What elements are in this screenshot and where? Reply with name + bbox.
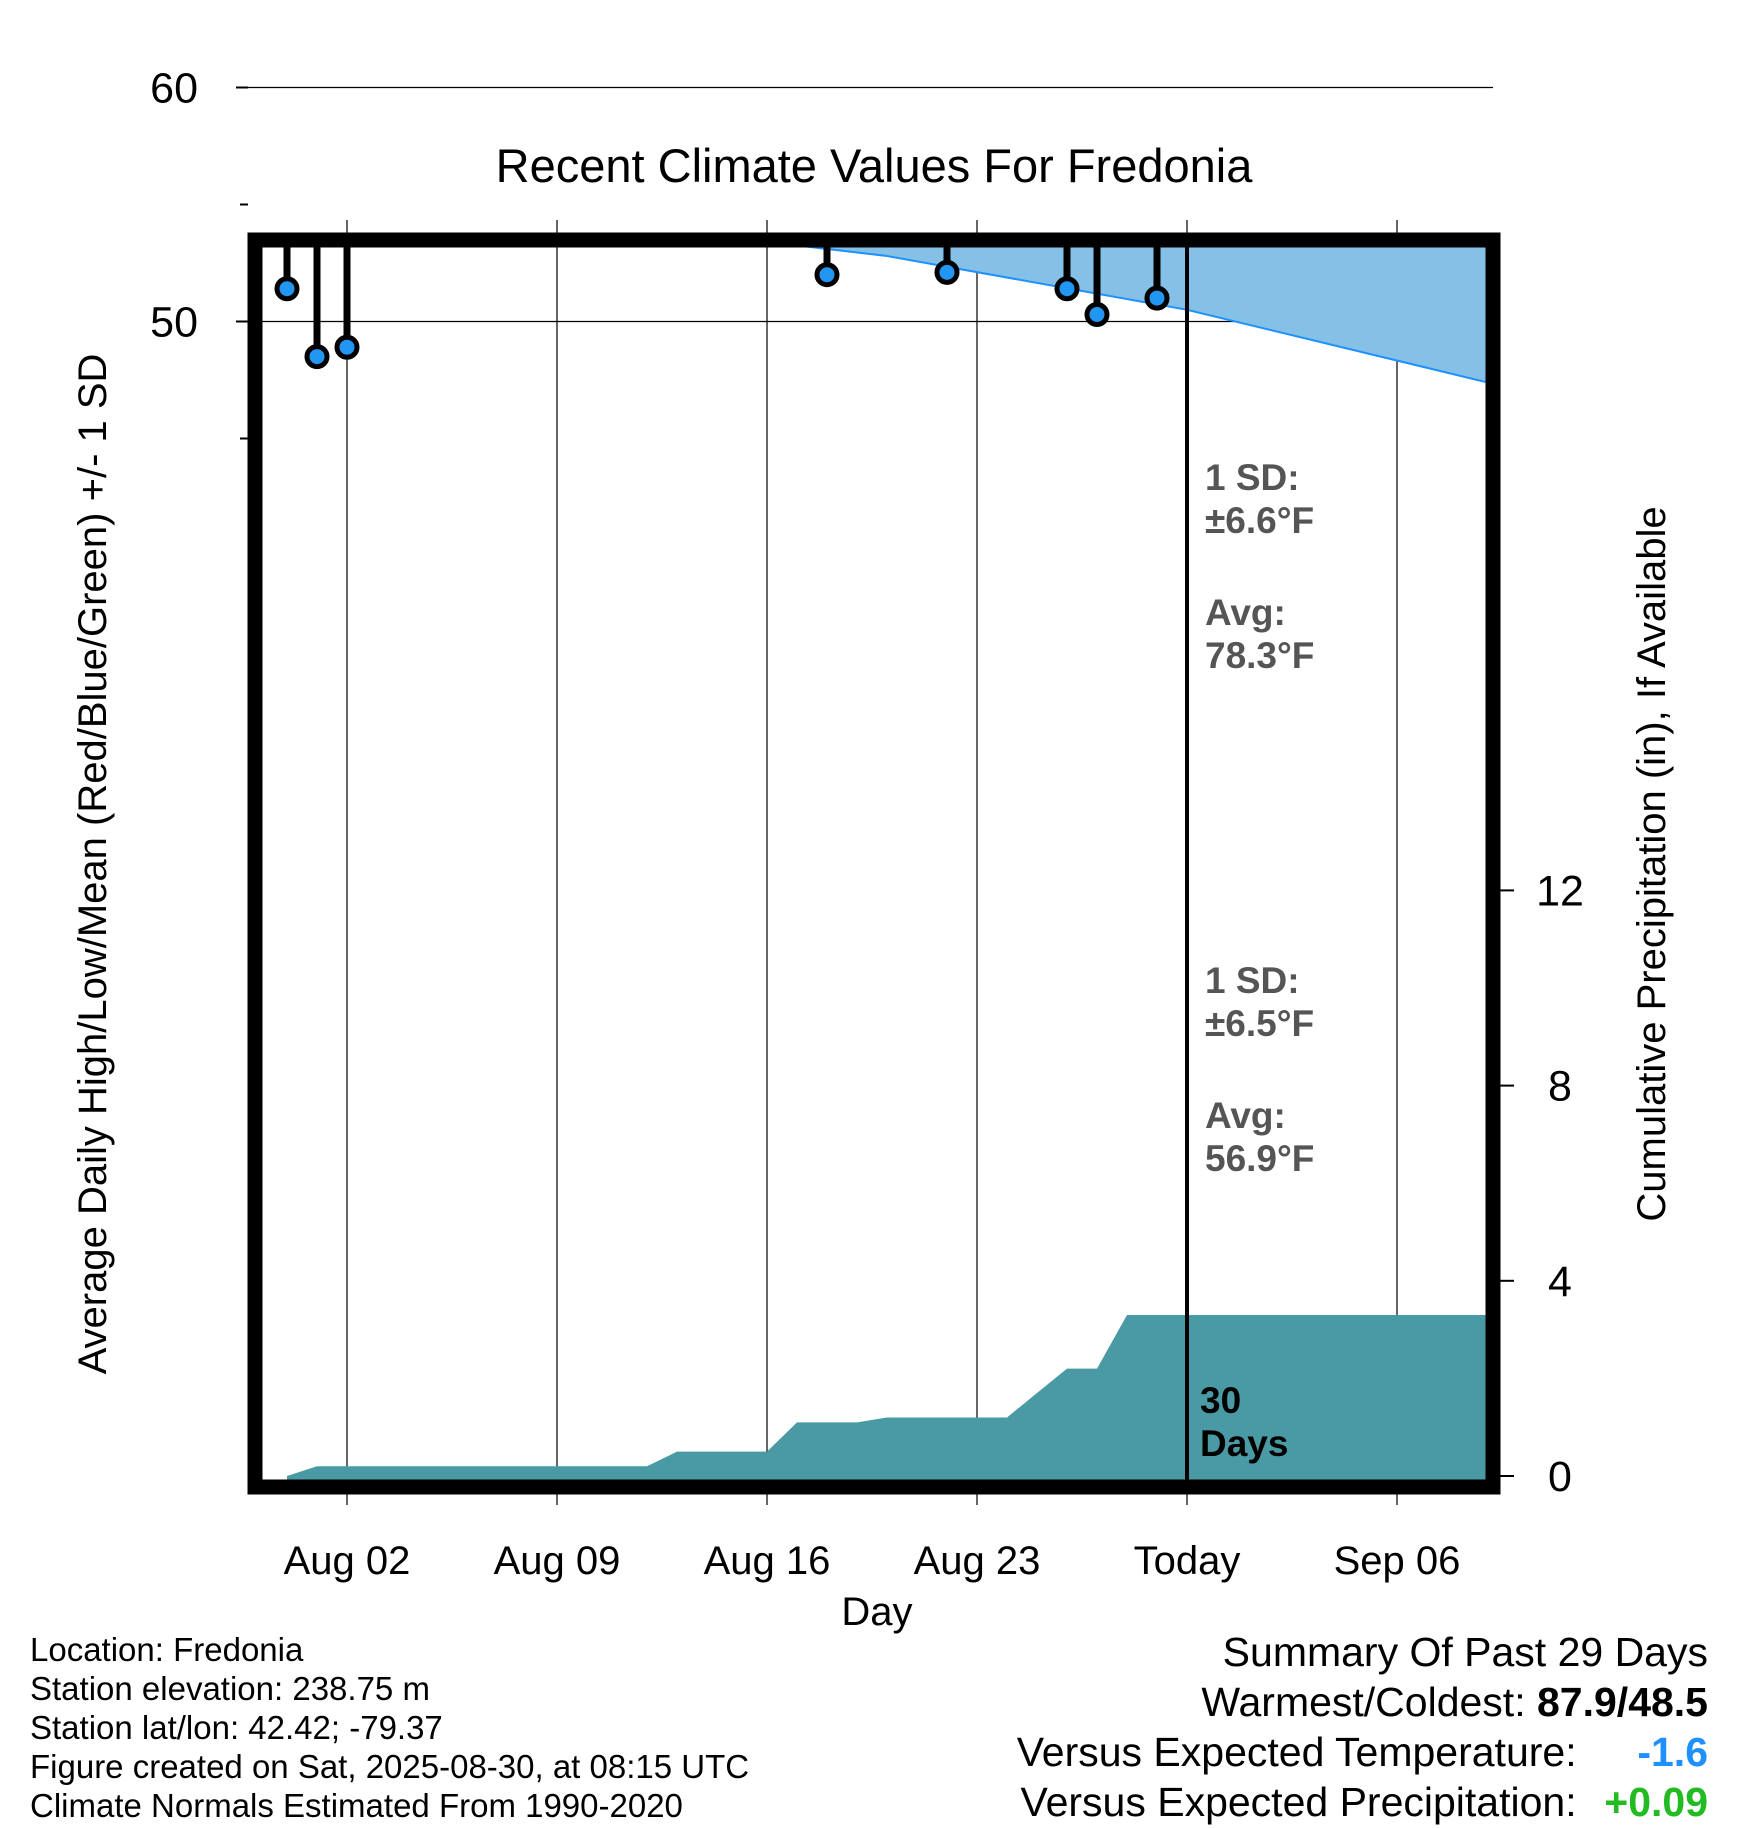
- x-tick-label: Today: [1134, 1539, 1241, 1583]
- warm-cold-value: 87.9/48.5: [1537, 1679, 1708, 1725]
- y2-tick-label: 8: [1548, 1063, 1572, 1111]
- plot-frame: [247, 232, 1501, 1495]
- plot-area: [274, 0, 1488, 1480]
- x-tick-label: Aug 09: [494, 1539, 621, 1583]
- daily-low-point: [697, 54, 717, 74]
- precip-row: Versus Expected Precipitation: +0.09: [1017, 1777, 1709, 1827]
- x-tick-label: Sep 06: [1334, 1539, 1461, 1583]
- daily-low-point: [847, 38, 867, 58]
- low-sd-annotation: 1 SD: ±6.5°F: [1205, 960, 1314, 1044]
- low-lower-line: [801, 247, 1488, 384]
- window-annotation: 30 Days: [1200, 1380, 1288, 1464]
- location-text: Location: Fredonia: [30, 1631, 304, 1668]
- precip-value: +0.09: [1604, 1779, 1708, 1825]
- warm-cold-label: Warmest/Coldest:: [1201, 1679, 1526, 1725]
- x-tick-label: Aug 16: [704, 1539, 831, 1583]
- x-axis-label: Day: [841, 1590, 912, 1634]
- y2-axis-label: Cumulative Precipitation (in), If Availa…: [1630, 506, 1674, 1221]
- created-text: Figure created on Sat, 2025-08-30, at 08…: [30, 1748, 750, 1785]
- daily-low-point: [1144, 285, 1170, 311]
- daily-low-point: [1054, 276, 1080, 302]
- low-avg-annotation: Avg: 56.9°F: [1205, 1095, 1314, 1179]
- annotations: 1 SD: ±6.6°F Avg: 78.3°F 1 SD: ±6.5°F Avg: 56.9…: [1200, 457, 1314, 1464]
- warm-cold-row: Warmest/Coldest: 87.9/48.5: [1017, 1677, 1708, 1727]
- daily-low-point: [814, 262, 840, 288]
- high-avg-annotation: Avg: 78.3°F: [1205, 592, 1314, 676]
- daily-low-point: [727, 101, 747, 121]
- daily-high-point: [1147, 54, 1167, 74]
- daily-low-point: [877, 59, 897, 79]
- chart-title: Recent Climate Values For Fredonia: [496, 139, 1254, 192]
- summary-title: Summary Of Past 29 Days: [1222, 1629, 1708, 1675]
- daily-low-point: [1084, 301, 1110, 327]
- low-upper-line: [287, 0, 1487, 55]
- y2-tick-label: 0: [1548, 1453, 1572, 1501]
- daily-low-point: [997, 33, 1017, 53]
- daily-low-point: [757, 28, 777, 48]
- daily-low-point: [334, 334, 360, 360]
- grid: [245, 86, 1493, 1505]
- precip-area: [287, 1314, 1487, 1480]
- precip-label: Versus Expected Precipitation:: [1020, 1779, 1577, 1825]
- x-tick-label: Aug 23: [914, 1539, 1041, 1583]
- y-tick-label: 50: [150, 299, 198, 347]
- summary-panel: Summary Of Past 29 Days Warmest/Coldest:…: [1017, 1627, 1708, 1827]
- temp-label: Versus Expected Temperature:: [1016, 1729, 1577, 1775]
- high-sd-annotation: 1 SD: ±6.6°F: [1205, 457, 1314, 541]
- daily-low-point: [397, 152, 417, 172]
- temp-value: -1.6: [1637, 1729, 1708, 1775]
- latlon-text: Station lat/lon: 42.42; -79.37: [30, 1709, 443, 1746]
- x-tick-label: Aug 02: [284, 1539, 411, 1583]
- temp-row: Versus Expected Temperature: -1.6: [1017, 1727, 1708, 1777]
- daily-low-point: [967, 106, 987, 126]
- y-tick-label: 60: [150, 65, 198, 113]
- elevation-text: Station elevation: 238.75 m: [30, 1670, 430, 1707]
- y-axis-label: Average Daily High/Low/Mean (Red/Blue/Gr…: [71, 354, 115, 1375]
- station-info: Location: Fredonia Station elevation: 23…: [30, 1630, 749, 1825]
- daily-low-point: [304, 344, 330, 370]
- low-sd-band: [810, 247, 1487, 383]
- y2-tick-label: 4: [1548, 1258, 1572, 1306]
- daily-low-point: [367, 209, 387, 229]
- daily-low-point: [274, 276, 300, 302]
- normals-text: Climate Normals Estimated From 1990-2020: [30, 1787, 683, 1824]
- daily-low-point: [934, 259, 960, 285]
- y2-tick-label: 12: [1536, 867, 1584, 915]
- daily-low-point: [1027, 197, 1047, 217]
